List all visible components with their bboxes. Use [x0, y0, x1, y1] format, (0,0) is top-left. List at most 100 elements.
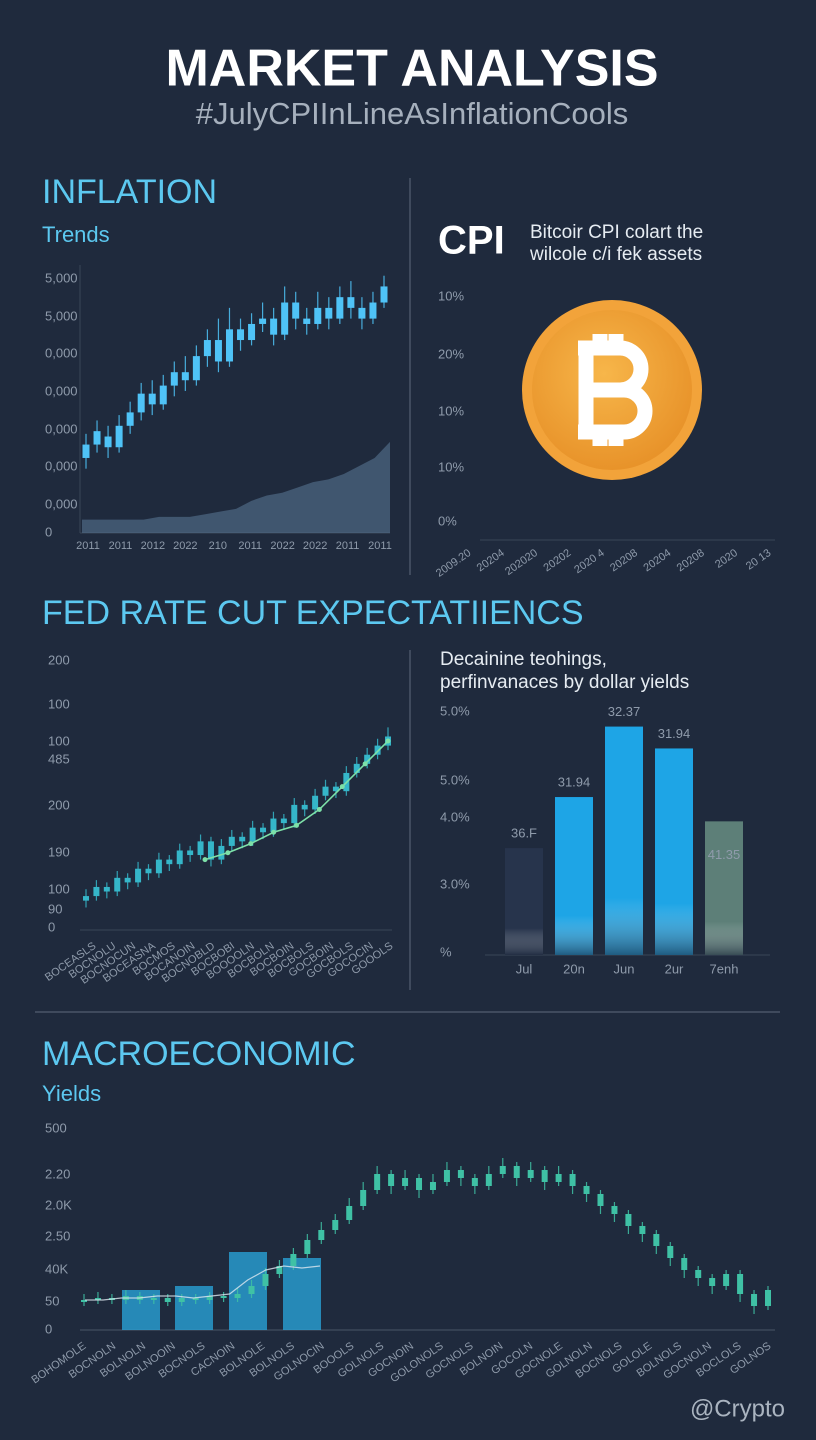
candle-body [206, 1296, 213, 1300]
x-label: 2022 [303, 540, 327, 552]
y-label: 0 [48, 919, 55, 934]
y-label: 2.0K [45, 1197, 72, 1212]
candle-body [443, 1170, 450, 1182]
candle-body [93, 886, 100, 897]
candle-body [303, 318, 311, 324]
candle-body [485, 1174, 492, 1186]
page-title: MARKET ANALYSIS [165, 40, 658, 98]
candle-body [260, 827, 267, 833]
candle-body [192, 1298, 199, 1300]
bar-label: 41.35 [708, 847, 741, 862]
candle-body [170, 372, 178, 386]
x-label: 2011 [336, 540, 360, 552]
bar-shade [505, 848, 543, 955]
x-label: 2022 [173, 540, 197, 552]
bitcoin-symbol [578, 334, 653, 446]
candle-body [135, 868, 142, 883]
candle-body [220, 1296, 227, 1298]
y-label: 40K [45, 1261, 68, 1276]
candle-body [94, 1298, 101, 1300]
candle-body [723, 1274, 730, 1286]
candle-body [499, 1166, 506, 1174]
candle-body [291, 804, 298, 824]
y-label: 0,000 [45, 458, 78, 473]
y-label: 20% [438, 346, 464, 361]
candle-body [228, 836, 235, 846]
candle-body [314, 307, 322, 324]
x-label: 2011 [368, 540, 392, 552]
y-label: % [440, 944, 452, 959]
candle-body [374, 745, 381, 755]
candle-body [374, 1174, 381, 1190]
candle-body [159, 385, 167, 405]
candle-body [181, 372, 189, 381]
candle-body [360, 1190, 367, 1206]
line [85, 1265, 321, 1301]
candle-body [114, 877, 121, 892]
line-point [225, 850, 231, 856]
bar [283, 1258, 321, 1330]
section-title: FED RATE CUT EXPECTATIIENCS [42, 594, 584, 632]
candle-body [667, 1246, 674, 1258]
watermark: @Crypto [690, 1395, 785, 1422]
candle-body [164, 1298, 171, 1302]
line-point [339, 784, 345, 790]
candle-body [765, 1290, 771, 1306]
y-label: 100 [48, 733, 70, 748]
candle-body [148, 393, 156, 405]
candle-body [325, 307, 333, 319]
candle-body [336, 297, 344, 319]
candle-body [709, 1278, 716, 1286]
candle-body [402, 1178, 409, 1186]
x-label: 2011 [76, 540, 100, 552]
y-label: 0% [438, 513, 457, 528]
y-label: 0 [45, 1321, 52, 1336]
candle-body [150, 1298, 157, 1300]
candle-body [353, 763, 360, 773]
candle-body [81, 1300, 87, 1302]
candle-body [178, 1298, 185, 1302]
bar-label: 36.F [511, 826, 537, 841]
y-label: 485 [48, 751, 70, 766]
candle-body [416, 1178, 423, 1190]
candle-body [541, 1170, 548, 1182]
y-label: 200 [48, 797, 70, 812]
candle-body [457, 1170, 464, 1178]
candle-body [695, 1270, 702, 1278]
candle-body [653, 1234, 660, 1246]
candle-body [429, 1182, 436, 1190]
candle-body [155, 859, 162, 874]
candle-body [301, 804, 308, 810]
line-point [316, 806, 322, 812]
y-label: 3.0% [440, 876, 470, 891]
y-label: 200 [48, 652, 70, 667]
x-label: 210 [209, 540, 227, 552]
candle-body [234, 1294, 241, 1298]
y-label: 10% [438, 288, 464, 303]
candle-body [270, 318, 278, 335]
x-label: 2011 [109, 540, 133, 552]
candle-body [137, 393, 145, 413]
bar [175, 1286, 213, 1330]
y-label: 4.0% [440, 809, 470, 824]
cpi-caption: wilcole c/i fek assets [529, 244, 702, 265]
section-title: INFLATION [42, 173, 217, 211]
candle-body [197, 841, 204, 856]
candle-body [203, 340, 211, 357]
candle-body [358, 307, 366, 319]
y-label: 2.50 [45, 1228, 70, 1243]
candle-body [332, 786, 339, 792]
y-label: 5,000 [45, 270, 78, 285]
x-label: 2ur [665, 961, 684, 976]
candle-body [369, 302, 377, 319]
candle-body [304, 1240, 311, 1254]
x-label: Jun [614, 961, 635, 976]
candle-body [145, 868, 152, 874]
x-label: 20n [563, 961, 585, 976]
x-label: Jul [516, 961, 533, 976]
candle-body [187, 850, 194, 856]
candle-body [388, 1174, 395, 1186]
candle-body [218, 845, 225, 860]
